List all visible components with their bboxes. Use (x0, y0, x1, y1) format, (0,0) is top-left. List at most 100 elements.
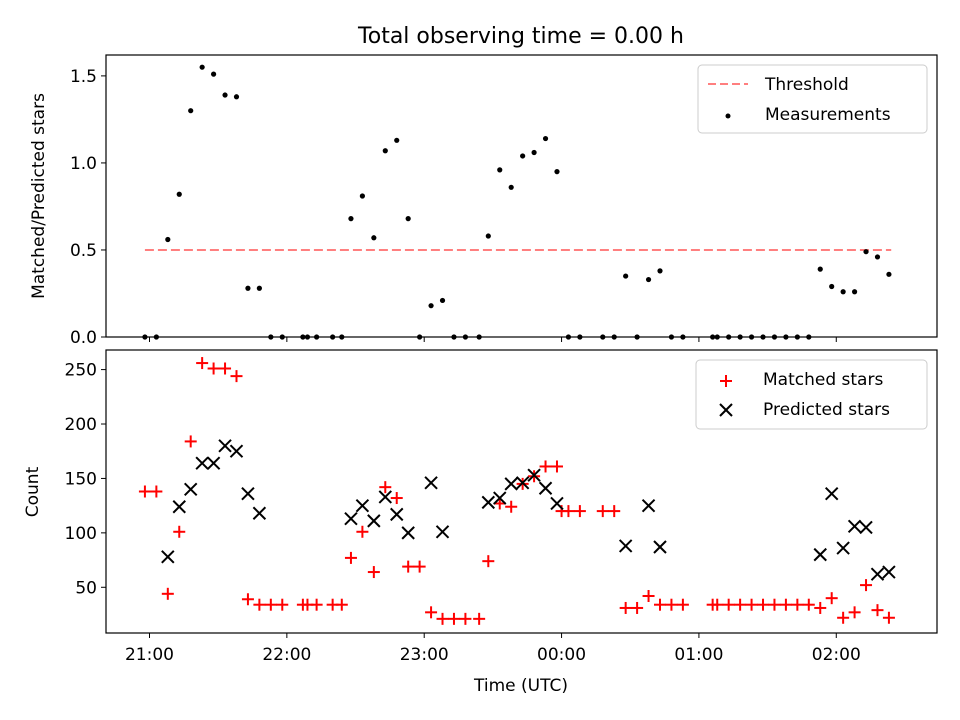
measurement-point (256, 285, 262, 291)
bottom-axes-frame (105, 349, 938, 634)
legend-measurements-label: Measurements (765, 105, 891, 125)
matched-star-point (436, 612, 449, 625)
predicted-star-point (481, 495, 496, 510)
top-panel: 0.0 0.5 1.0 1.5 Matched/Predicted stars Thr… (29, 54, 938, 348)
measurement-point (233, 94, 240, 100)
matched-star-point (253, 598, 266, 611)
matched-star-point (505, 500, 518, 513)
bottom-panel: 50 100 150 200 250 21:00 22:00 23:00 00:00 01:00… (23, 349, 938, 696)
matched-star-point (860, 579, 873, 592)
predicted-star-point (641, 498, 656, 513)
matched-star-point (447, 612, 460, 625)
measurement-point (508, 184, 514, 190)
top-y-tick-label: 0.0 (70, 328, 97, 348)
figure-title: Total observing time = 0.00 h (357, 24, 684, 49)
predicted-star-point (824, 486, 839, 501)
matched-star-point (184, 435, 197, 448)
matched-star-point (745, 598, 758, 611)
matched-star-point (814, 601, 827, 614)
measurement-point (428, 303, 434, 309)
matched-star-point (138, 485, 151, 498)
matched-star-point (676, 598, 689, 611)
bottom-legend: Matched stars Predicted stars (695, 359, 928, 430)
bottom-y-tick-label: 50 (75, 578, 97, 598)
matched-star-point (779, 598, 792, 611)
predicted-star-point (493, 491, 507, 505)
predicted-star-point (367, 514, 381, 528)
top-axes-frame (105, 54, 938, 338)
matched-star-point (757, 598, 770, 611)
matched-star-point (493, 497, 506, 510)
matched-star-point (654, 598, 666, 611)
measurement-point (645, 276, 652, 283)
matched-star-point (882, 611, 895, 624)
measurement-point (176, 191, 182, 197)
measurement-point (657, 268, 663, 274)
matched-star-point (335, 598, 348, 611)
matched-star-point (356, 525, 369, 538)
matched-star-point (791, 598, 804, 611)
matched-star-point (310, 598, 323, 611)
predicted-star-point (378, 490, 392, 504)
bottom-x-tick-label: 21:00 (125, 645, 174, 665)
matched-star-point (722, 598, 735, 611)
matched-star-point (550, 460, 563, 473)
matched-star-point (402, 560, 415, 573)
measurement-point (394, 137, 400, 143)
matched-star-point (344, 551, 357, 564)
matched-star-point (207, 362, 220, 375)
matched-star-point (379, 481, 392, 494)
measurement-point (623, 273, 629, 279)
legend-threshold-label: Threshold (764, 75, 849, 95)
predicted-star-point (401, 526, 415, 540)
predicted-star-point (206, 456, 221, 470)
matched-star-point (871, 604, 884, 617)
matched-star-point (562, 505, 575, 518)
measurement-point (382, 148, 388, 154)
matched-star-point (573, 505, 586, 518)
matched-star-point (367, 566, 380, 579)
predicted-star-point (538, 481, 553, 495)
measurement-point (863, 249, 869, 255)
bottom-y-tick-label: 250 (65, 361, 97, 381)
matched-star-point (596, 505, 609, 518)
bottom-x-tick-label: 22:00 (262, 645, 311, 665)
predicted-star-point (515, 476, 530, 490)
bottom-x-tick-label: 23:00 (400, 645, 449, 665)
measurement-point (851, 289, 858, 295)
matched-star-point (219, 362, 232, 375)
predicted-star-point (435, 525, 450, 539)
matched-star-point (482, 555, 495, 568)
matched-star-point (768, 598, 781, 611)
predicted-star-point (813, 547, 827, 562)
legend-matched-swatch (720, 375, 732, 387)
predicted-star-point (390, 507, 404, 522)
matched-star-point (473, 612, 486, 625)
bottom-y-tick-label: 150 (65, 469, 97, 489)
measurement-point (222, 92, 228, 98)
predicted-star-point (344, 512, 358, 526)
matched-star-point (711, 598, 724, 611)
matched-star-point (196, 357, 209, 370)
measurement-point (405, 216, 411, 222)
top-legend-box (697, 64, 928, 134)
measurement-point (245, 285, 251, 291)
predicted-star-point (882, 565, 896, 579)
predicted-star-point (161, 550, 175, 564)
measurement-point (542, 135, 549, 142)
matched-star-point (837, 611, 850, 624)
measurement-point (165, 236, 171, 243)
bottom-x-axis: 21:00 22:00 23:00 00:00 01:00 02:00 (125, 633, 861, 665)
measurement-point (210, 71, 217, 77)
bottom-x-tick-label: 00:00 (537, 645, 586, 665)
measurement-point (348, 216, 354, 222)
measurement-point (531, 149, 537, 156)
predicted-star-point (424, 476, 438, 490)
matched-star-point (642, 589, 655, 602)
bottom-x-tick-label: 01:00 (674, 645, 723, 665)
predicted-star-point (653, 540, 667, 554)
legend-matched-label: Matched stars (763, 370, 883, 390)
measurement-point (840, 289, 846, 295)
top-y-axis-label: Matched/Predicted stars (29, 93, 49, 299)
measurement-point (371, 235, 377, 241)
